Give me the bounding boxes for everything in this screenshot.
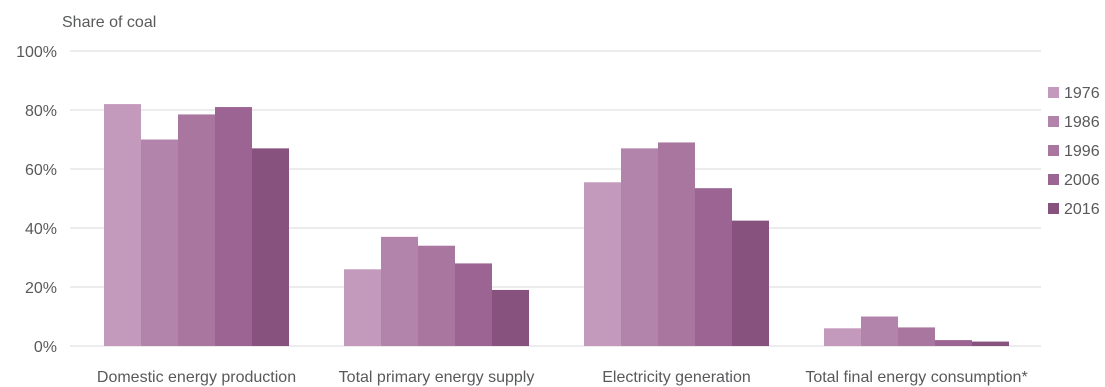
bars [104, 104, 1009, 346]
bar [824, 328, 861, 346]
y-tick-label: 40% [25, 221, 57, 238]
bar [732, 220, 769, 346]
bar [344, 269, 381, 346]
bar [861, 316, 898, 346]
y-tick-label: 80% [25, 103, 57, 120]
bar [381, 236, 418, 346]
legend-label: 1986 [1064, 114, 1100, 131]
x-tick-label: Total primary energy supply [339, 369, 535, 386]
bar [455, 263, 492, 346]
bar [215, 107, 252, 346]
y-tick-label: 60% [25, 162, 57, 179]
bar [141, 139, 178, 346]
x-tick-label: Electricity generation [602, 369, 751, 386]
y-axis-title: Share of coal [62, 14, 156, 31]
legend-label: 1976 [1064, 85, 1100, 102]
x-category-labels: Domestic energy production Total primary … [97, 369, 1028, 386]
y-tick-labels: 0% 20% 40% 60% 80% 100% [16, 44, 57, 356]
bar [658, 142, 695, 346]
legend-label: 2016 [1064, 201, 1100, 218]
legend-swatch [1048, 145, 1059, 156]
bar [621, 148, 658, 346]
y-tick-label: 100% [16, 44, 57, 61]
bar [178, 114, 215, 346]
legend-label: 1996 [1064, 143, 1100, 160]
bar [695, 188, 732, 346]
bar [252, 148, 289, 346]
legend-swatch [1048, 116, 1059, 127]
bar [584, 182, 621, 346]
bar [492, 289, 529, 346]
legend-swatch [1048, 203, 1059, 214]
bar [935, 340, 972, 346]
legend: 1976 1986 1996 2006 2016 [1048, 85, 1100, 218]
x-tick-label: Domestic energy production [97, 369, 296, 386]
bar [972, 341, 1009, 346]
bar [104, 104, 141, 346]
y-tick-label: 20% [25, 280, 57, 297]
legend-swatch [1048, 174, 1059, 185]
x-tick-label: Total final energy consumption* [805, 369, 1027, 386]
y-tick-label: 0% [34, 339, 57, 356]
legend-swatch [1048, 87, 1059, 98]
bar [898, 327, 935, 346]
legend-label: 2006 [1064, 172, 1100, 189]
bar [418, 245, 455, 346]
